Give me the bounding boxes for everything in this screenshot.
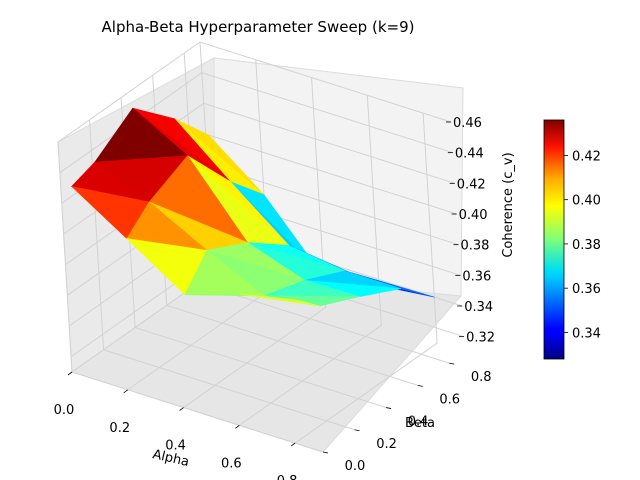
z-axis-label: Coherence (c_v) [501,152,516,257]
y-tick-mark [386,407,392,409]
gridline-x [183,77,327,408]
colorbar-tick-label: 0.38 [572,238,601,253]
y-tick-label: 0.0 [345,459,366,474]
z-tick-label: 0.44 [455,147,484,162]
y-tick-label: 0.2 [376,437,397,452]
z-tick-label: 0.46 [453,116,482,131]
colorbar [543,119,565,360]
z-tick-label: 0.38 [460,239,489,254]
y-axis-label: Beta [405,416,435,431]
gridline-z [59,72,454,174]
y-tick-label: 0.8 [471,370,492,385]
z-tick-label: 0.36 [462,269,491,284]
colorbar-ticks: 0.34 0.36 0.38 0.40 0.42 [564,149,601,341]
x-tick-label: 0.6 [221,456,242,471]
gridline-z [57,41,452,143]
surface [70,107,435,307]
y-tick-mark [354,429,360,432]
colorbar-tick-label: 0.40 [572,194,601,209]
chart-title: Alpha-Beta Hyperparameter Sweep (k=9) [102,18,415,36]
y-tick-label: 0.6 [439,392,460,407]
colorbar-tick-label: 0.34 [572,326,601,341]
colorbar-tick-label: 0.42 [572,149,601,164]
x-tick-label: 0.2 [109,421,130,436]
x-tick-mark [235,425,240,429]
surface-facet [239,293,320,307]
z-tick-label: 0.40 [459,208,488,223]
y-tick-label: 0.4 [408,415,429,430]
y-tick-mark [417,384,423,387]
x-tick-mark [123,389,129,394]
x-tick-mark [179,407,184,411]
x-axis-ticks: 0.0 0.2 0.4 0.6 0.8 [54,371,298,480]
y-tick-mark [322,451,329,454]
y-axis-ticks: 0.0 0.2 0.4 0.6 0.8 [322,362,492,474]
gridline-x [294,113,438,444]
x-tick-mark [290,442,296,447]
z-tick-label: 0.34 [464,300,493,315]
colorbar-tick-label: 0.36 [572,282,601,297]
gridline-x [239,95,382,426]
x-tick-label: 0.4 [165,439,186,454]
x-tick-label: 0.0 [54,403,75,418]
x-tick-label: 0.8 [277,474,298,480]
x-tick-mark [67,371,73,376]
z-tick-label: 0.32 [466,331,495,346]
z-tick-label: 0.42 [457,177,486,192]
z-axis-ticks: 0.32 0.34 0.36 0.38 0.40 0.42 0.44 0.46 [446,116,495,346]
y-tick-mark [449,362,455,365]
